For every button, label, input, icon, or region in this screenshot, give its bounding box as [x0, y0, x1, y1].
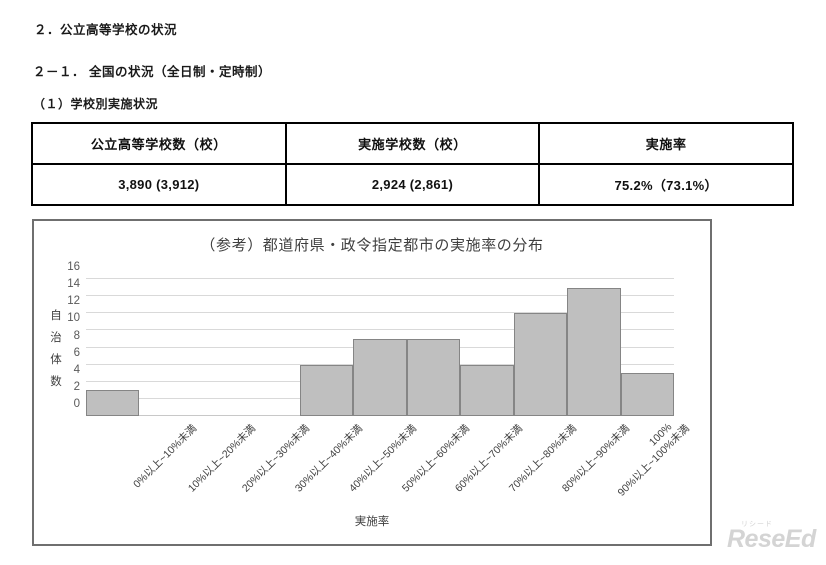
y-axis-title-char: 数 [50, 376, 62, 388]
chart-container: （参考）都道府県・政令指定都市の実施率の分布 自治体数 0 2 4 6 8 10 12 14 1… [32, 219, 712, 546]
x-axis-tick-slot: 0%以上~10%未満 [86, 417, 199, 509]
bar-slot [406, 279, 461, 416]
bar [86, 390, 140, 416]
bar [406, 338, 461, 416]
y-axis-title-char: 自 [50, 310, 62, 322]
x-axis-tick-slot: 60%以上~70%未満 [407, 417, 525, 509]
x-axis-tick-slot: 10%以上~20%未満 [139, 417, 258, 509]
table-header-row: 公立高等学校数（校） 実施学校数（校） 実施率 [31, 122, 794, 165]
chart-y-axis-title: 自治体数 [48, 305, 64, 393]
chart-bars [86, 279, 674, 416]
y-axis-tick-label: 16 [67, 261, 80, 273]
x-axis-tick-slot: 40%以上~50%未満 [300, 417, 418, 509]
bar-slot [513, 279, 568, 416]
y-axis-tick-label: 6 [73, 346, 80, 359]
y-axis-tick-label: 14 [67, 278, 80, 291]
bar-slot [246, 279, 299, 416]
x-axis-tick-slot: 70%以上~80%未満 [460, 417, 579, 509]
y-axis-title-char: 体 [50, 354, 62, 366]
reseed-logo: リシード ReseEd [727, 519, 819, 553]
item-title: （１）学校別実施状況 [33, 97, 159, 111]
bar [299, 364, 354, 416]
y-axis-tick-label: 0 [73, 398, 80, 410]
subsection-title: ２－１． 全国の状況（全日制・定時制） [33, 65, 271, 79]
table-header-cell-schools: 公立高等学校数（校） [31, 122, 287, 165]
table-header-cell-implemented: 実施学校数（校） [284, 122, 541, 165]
summary-table: 公立高等学校数（校） 実施学校数（校） 実施率 3,890 (3,912) 2,… [31, 122, 794, 206]
logo-wordmark: ReseEd [727, 525, 816, 553]
bar-slot [193, 279, 246, 416]
x-axis-tick-slot: 20%以上~30%未満 [193, 417, 311, 509]
logo-ruby-text: リシード [741, 521, 773, 528]
table-cell-schools: 3,890 (3,912) [31, 163, 287, 206]
bar-slot [299, 279, 354, 416]
bar [460, 364, 514, 416]
y-axis-tick-label: 8 [73, 329, 80, 342]
chart-x-axis-title: 実施率 [354, 516, 390, 528]
y-axis-tick-label: 10 [67, 312, 80, 325]
gridline [86, 329, 674, 331]
table-cell-rate: 75.2%（73.1%） [538, 163, 794, 206]
chart-x-axis-ticks: 0%以上~10%未満 10%以上~20%未満 20%以上~30%未満 30%以上~40… [86, 417, 692, 509]
bar-slot [567, 279, 621, 416]
y-axis-tick-label: 12 [67, 295, 80, 308]
x-axis-tick-slot: 90%以上~100%未満 [567, 417, 691, 509]
gridline [86, 295, 674, 297]
bar [567, 287, 621, 416]
x-axis-tick-slot: 50%以上~60%未満 [353, 417, 472, 509]
chart-plot-area: 0 2 4 6 8 10 12 14 16 [67, 261, 674, 416]
page-title: ２．公立高等学校の状況 [34, 23, 178, 37]
bar-slot [139, 279, 192, 416]
table-header-cell-rate: 実施率 [538, 122, 794, 165]
x-axis-tick-slot: 80%以上~90%未満 [514, 417, 632, 509]
y-axis-title-char: 治 [50, 332, 62, 344]
table-row: 3,890 (3,912) 2,924 (2,861) 75.2%（73.1%） [31, 163, 794, 206]
chart-title: （参考）都道府県・政令指定都市の実施率の分布 [200, 237, 544, 254]
bar-slot [460, 279, 514, 416]
bar-slot [620, 279, 674, 416]
bar [513, 313, 568, 416]
table-cell-implemented: 2,924 (2,861) [284, 163, 541, 206]
bar-slot [86, 279, 140, 416]
gridline [86, 312, 674, 314]
y-axis-tick-label: 2 [73, 380, 80, 393]
bar [620, 373, 674, 416]
x-axis-tick-slot: 100% [621, 417, 674, 509]
bar-slot [353, 279, 407, 416]
gridline [86, 278, 674, 279]
y-axis-tick-label: 4 [73, 363, 80, 376]
bar [353, 338, 407, 416]
x-axis-tick-label: 100% [647, 421, 675, 449]
x-axis-tick-slot: 30%以上~40%未満 [246, 417, 365, 509]
